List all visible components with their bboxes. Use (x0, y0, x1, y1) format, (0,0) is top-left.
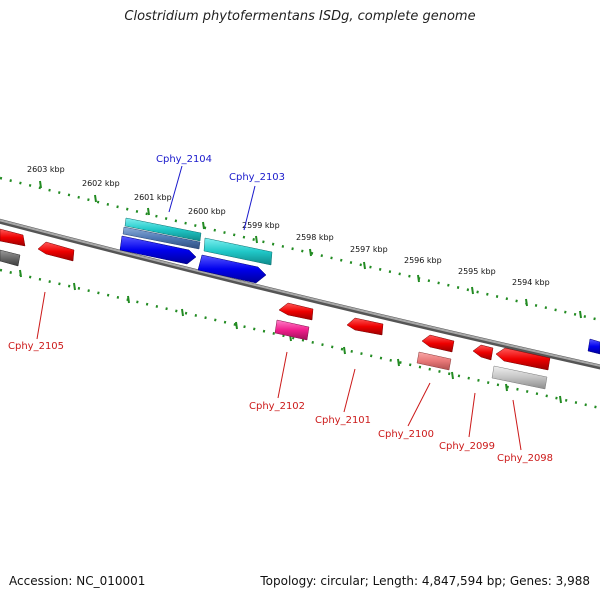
gene-label-cphy-2102[interactable]: Cphy_2102 (249, 401, 305, 412)
gene-label-cphy-2098[interactable]: Cphy_2098 (497, 453, 553, 464)
feature-cphy-2104-cds[interactable] (119, 235, 197, 265)
ruler-label-2595: 2595 kbp (458, 267, 496, 276)
leader-cphy-2103 (243, 185, 256, 231)
feature-right-blue-cds[interactable] (587, 338, 600, 355)
feature-cphy-2103-cog[interactable] (203, 237, 273, 266)
leader-cphy-2099 (468, 392, 476, 438)
leader-cphy-2098 (512, 399, 522, 451)
feature-cphy-2100-cog[interactable] (416, 351, 452, 371)
gene-label-cphy-2099[interactable]: Cphy_2099 (439, 441, 495, 452)
gene-label-cphy-2104[interactable]: Cphy_2104 (156, 154, 212, 165)
feature-cphy-2103-cds[interactable] (197, 254, 267, 284)
feature-cphy-2099-cds[interactable] (472, 344, 494, 361)
ruler-outer-major-ticks (39, 180, 582, 319)
leader-cphy-2100 (407, 382, 431, 427)
map-title: Clostridium phytofermentans ISDg, comple… (124, 9, 476, 24)
ruler-label-2598: 2598 kbp (296, 233, 334, 242)
ruler-label-2601: 2601 kbp (134, 193, 172, 202)
feature-cphy-2101-cds[interactable] (346, 317, 384, 336)
feature-cphy-2098-cog[interactable] (491, 365, 548, 390)
gene-labels: Cphy_2104 Cphy_2103 Cphy_2105 Cphy_2102 … (8, 154, 553, 464)
ruler-label-2597: 2597 kbp (350, 245, 388, 254)
feature-cphy-2104-cog[interactable] (124, 217, 202, 242)
gene-label-cphy-2101[interactable]: Cphy_2101 (315, 415, 371, 426)
accession-text: Accession: NC_010001 (9, 574, 146, 588)
gene-label-cphy-2100[interactable]: Cphy_2100 (378, 429, 434, 440)
gene-label-cphy-2103[interactable]: Cphy_2103 (229, 172, 285, 183)
ruler-label-2594: 2594 kbp (512, 278, 550, 287)
leader-cphy-2101 (343, 368, 356, 413)
ruler-label-2596: 2596 kbp (404, 256, 442, 265)
ruler-label-2602: 2602 kbp (82, 179, 120, 188)
feature-cphy-2102-cog[interactable] (274, 319, 310, 341)
gene-label-cphy-2105[interactable]: Cphy_2105 (8, 341, 64, 352)
leader-cphy-2104 (168, 165, 183, 213)
feature-cphy-2102-cds[interactable] (278, 302, 314, 321)
ruler-label-2600: 2600 kbp (188, 207, 226, 216)
ruler-label-2603: 2603 kbp (27, 165, 65, 174)
feature-cphy-2104-cog2[interactable] (122, 226, 201, 250)
ruler-outer (0, 176, 600, 322)
feature-cphy-2100-cds[interactable] (421, 334, 455, 353)
genome-backbone-highlight (0, 219, 600, 367)
label-leaders (36, 165, 522, 451)
leader-cphy-2105 (36, 291, 46, 340)
topology-text: Topology: circular; Length: 4,847,594 bp… (260, 574, 590, 588)
feature-left-red-cds[interactable] (0, 228, 26, 247)
leader-cphy-2102 (277, 351, 288, 399)
ruler-label-2599: 2599 kbp (242, 221, 280, 230)
ruler-labels: 2603 kbp 2602 kbp 2601 kbp 2600 kbp 2599… (27, 165, 550, 287)
feature-left-grey-cog[interactable] (0, 249, 21, 267)
feature-cphy-2105-cds[interactable] (37, 241, 75, 262)
feature-cphy-2098-cds[interactable] (495, 347, 551, 371)
ruler-inner (0, 268, 600, 410)
